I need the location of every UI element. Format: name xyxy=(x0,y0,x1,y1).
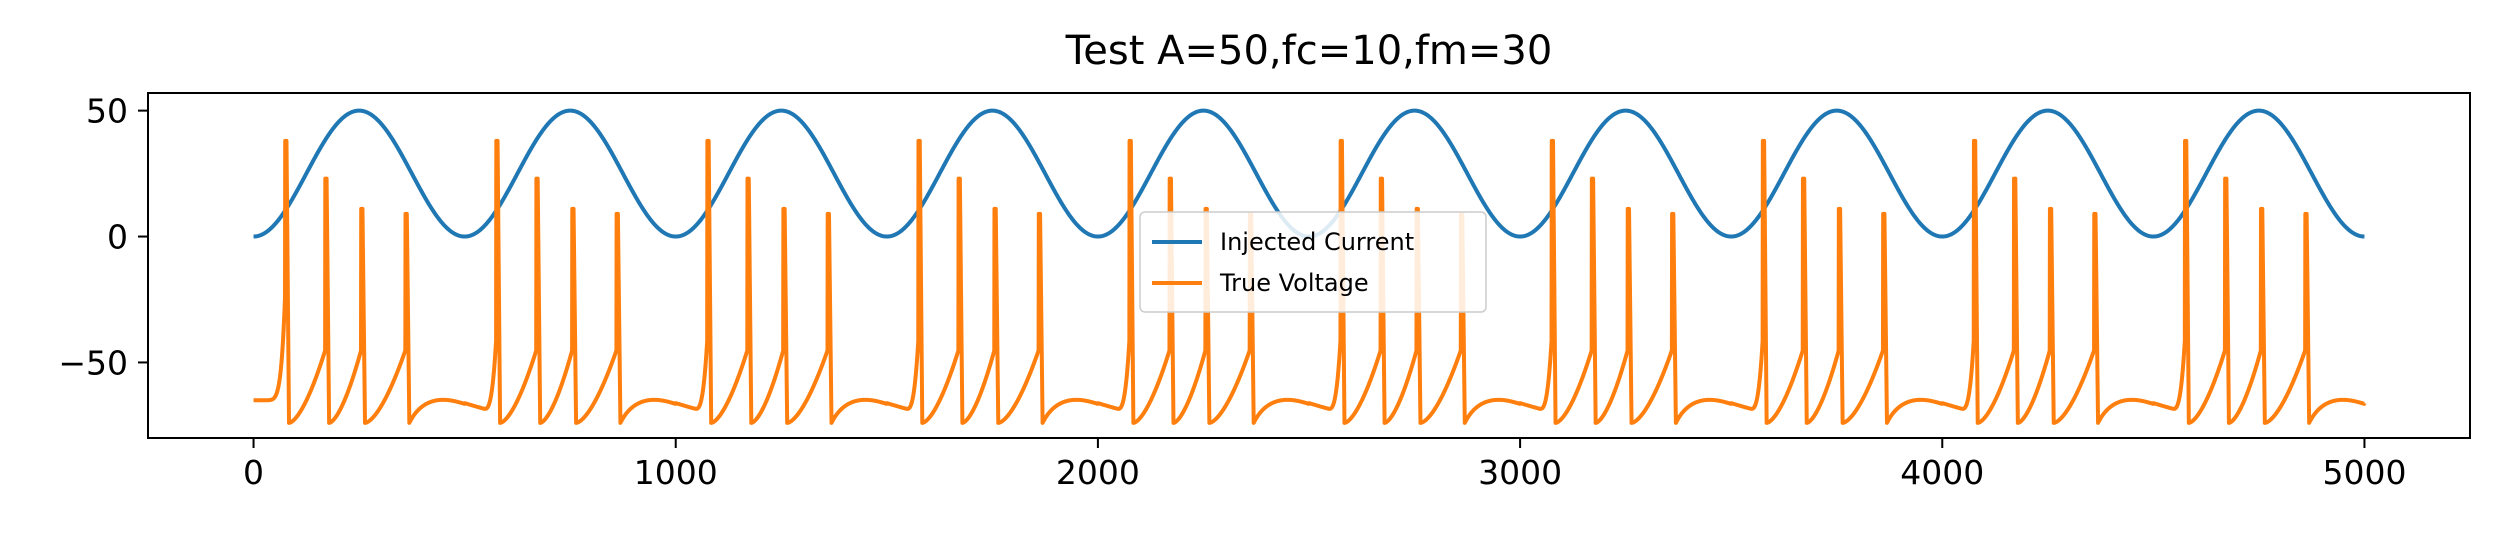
x-tick-label: 0 xyxy=(243,453,264,492)
x-tick-label: 5000 xyxy=(2322,453,2406,492)
x-tick-label: 1000 xyxy=(634,453,718,492)
legend: Injected Current True Voltage xyxy=(1139,211,1487,313)
legend-label: Injected Current xyxy=(1220,228,1414,256)
series-true-voltage xyxy=(251,138,2367,425)
y-tick-label: 50 xyxy=(86,92,128,131)
legend-label: True Voltage xyxy=(1219,269,1369,297)
legend-box xyxy=(1139,211,1487,313)
x-axis: 0 1000 2000 3000 4000 5000 xyxy=(243,438,2406,492)
x-tick-label: 3000 xyxy=(1478,453,1562,492)
chart-title: Test A=50,fc=10,fm=30 xyxy=(1065,28,1553,74)
y-tick-label: −50 xyxy=(58,343,128,382)
x-tick-label: 4000 xyxy=(1900,453,1984,492)
y-tick-label: 0 xyxy=(107,218,128,257)
x-tick-label: 2000 xyxy=(1056,453,1140,492)
y-axis: 50 0 −50 xyxy=(58,92,148,382)
axes-frame xyxy=(147,92,2471,439)
